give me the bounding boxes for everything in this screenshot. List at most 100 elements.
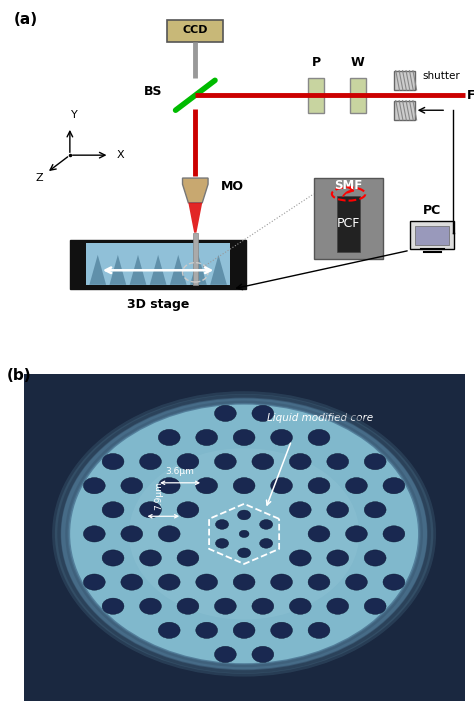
- Polygon shape: [109, 255, 126, 285]
- Bar: [394, 70, 415, 90]
- Circle shape: [308, 526, 330, 542]
- Polygon shape: [90, 255, 106, 285]
- Polygon shape: [150, 255, 166, 285]
- Circle shape: [271, 574, 292, 590]
- Bar: [70, 239, 246, 289]
- Circle shape: [271, 477, 292, 494]
- Text: Z: Z: [36, 173, 44, 183]
- Circle shape: [216, 520, 228, 529]
- Circle shape: [252, 646, 274, 662]
- Text: SMF: SMF: [335, 178, 363, 191]
- Circle shape: [102, 598, 124, 614]
- Text: (b): (b): [7, 368, 32, 383]
- Circle shape: [346, 526, 367, 542]
- Circle shape: [102, 454, 124, 470]
- Circle shape: [365, 550, 386, 566]
- Circle shape: [177, 454, 199, 470]
- Circle shape: [102, 550, 124, 566]
- Circle shape: [158, 526, 180, 542]
- Circle shape: [215, 646, 237, 662]
- Circle shape: [239, 530, 249, 538]
- Circle shape: [365, 454, 386, 470]
- Polygon shape: [210, 255, 227, 285]
- Circle shape: [69, 403, 419, 664]
- Circle shape: [327, 550, 348, 566]
- Circle shape: [260, 520, 273, 529]
- Text: MO: MO: [221, 180, 244, 193]
- FancyBboxPatch shape: [308, 78, 324, 113]
- Circle shape: [233, 429, 255, 446]
- Bar: [193, 233, 198, 285]
- Circle shape: [121, 526, 143, 542]
- FancyBboxPatch shape: [167, 20, 223, 42]
- Circle shape: [383, 526, 405, 542]
- FancyBboxPatch shape: [410, 221, 455, 249]
- Text: Liquid modified core: Liquid modified core: [267, 413, 373, 423]
- Circle shape: [327, 502, 348, 518]
- Text: P: P: [311, 56, 320, 69]
- Circle shape: [289, 598, 311, 614]
- Bar: [337, 196, 360, 252]
- Circle shape: [260, 539, 273, 548]
- Bar: [394, 101, 415, 120]
- Circle shape: [233, 477, 255, 494]
- Circle shape: [158, 429, 180, 446]
- Circle shape: [61, 398, 428, 670]
- Circle shape: [383, 574, 405, 590]
- Circle shape: [327, 598, 348, 614]
- Circle shape: [158, 477, 180, 494]
- Circle shape: [383, 477, 405, 494]
- Circle shape: [70, 405, 418, 663]
- Circle shape: [215, 454, 237, 470]
- Circle shape: [140, 502, 162, 518]
- Text: PC: PC: [423, 203, 441, 217]
- Circle shape: [346, 477, 367, 494]
- Circle shape: [196, 574, 218, 590]
- Circle shape: [365, 502, 386, 518]
- Text: 7.9μm: 7.9μm: [155, 481, 164, 510]
- Bar: [86, 243, 230, 285]
- Circle shape: [237, 510, 251, 520]
- Circle shape: [121, 477, 143, 494]
- Circle shape: [252, 598, 274, 614]
- Circle shape: [215, 406, 237, 421]
- Circle shape: [196, 477, 218, 494]
- Circle shape: [365, 598, 386, 614]
- Circle shape: [129, 448, 359, 620]
- Circle shape: [140, 598, 162, 614]
- Text: (a): (a): [14, 12, 38, 27]
- Polygon shape: [170, 255, 187, 285]
- Circle shape: [177, 550, 199, 566]
- Circle shape: [308, 429, 330, 446]
- FancyBboxPatch shape: [350, 78, 366, 113]
- Bar: [314, 178, 383, 259]
- Text: 3D stage: 3D stage: [127, 298, 189, 311]
- Circle shape: [289, 454, 311, 470]
- Circle shape: [233, 574, 255, 590]
- Circle shape: [177, 502, 199, 518]
- Polygon shape: [182, 178, 208, 203]
- Circle shape: [289, 502, 311, 518]
- Circle shape: [102, 502, 124, 518]
- Circle shape: [140, 454, 162, 470]
- Text: CCD: CCD: [182, 25, 208, 35]
- Circle shape: [346, 574, 367, 590]
- Circle shape: [237, 548, 251, 558]
- Circle shape: [327, 454, 348, 470]
- Polygon shape: [129, 255, 146, 285]
- Circle shape: [140, 550, 162, 566]
- Circle shape: [308, 574, 330, 590]
- Circle shape: [271, 429, 292, 446]
- Circle shape: [83, 477, 105, 494]
- Circle shape: [121, 574, 143, 590]
- Circle shape: [215, 598, 237, 614]
- Polygon shape: [190, 255, 207, 285]
- Circle shape: [177, 598, 199, 614]
- Circle shape: [216, 539, 228, 548]
- Polygon shape: [188, 203, 202, 233]
- Circle shape: [233, 622, 255, 638]
- Text: W: W: [351, 56, 365, 69]
- Circle shape: [271, 622, 292, 638]
- Text: FS: FS: [467, 88, 474, 102]
- Circle shape: [308, 622, 330, 638]
